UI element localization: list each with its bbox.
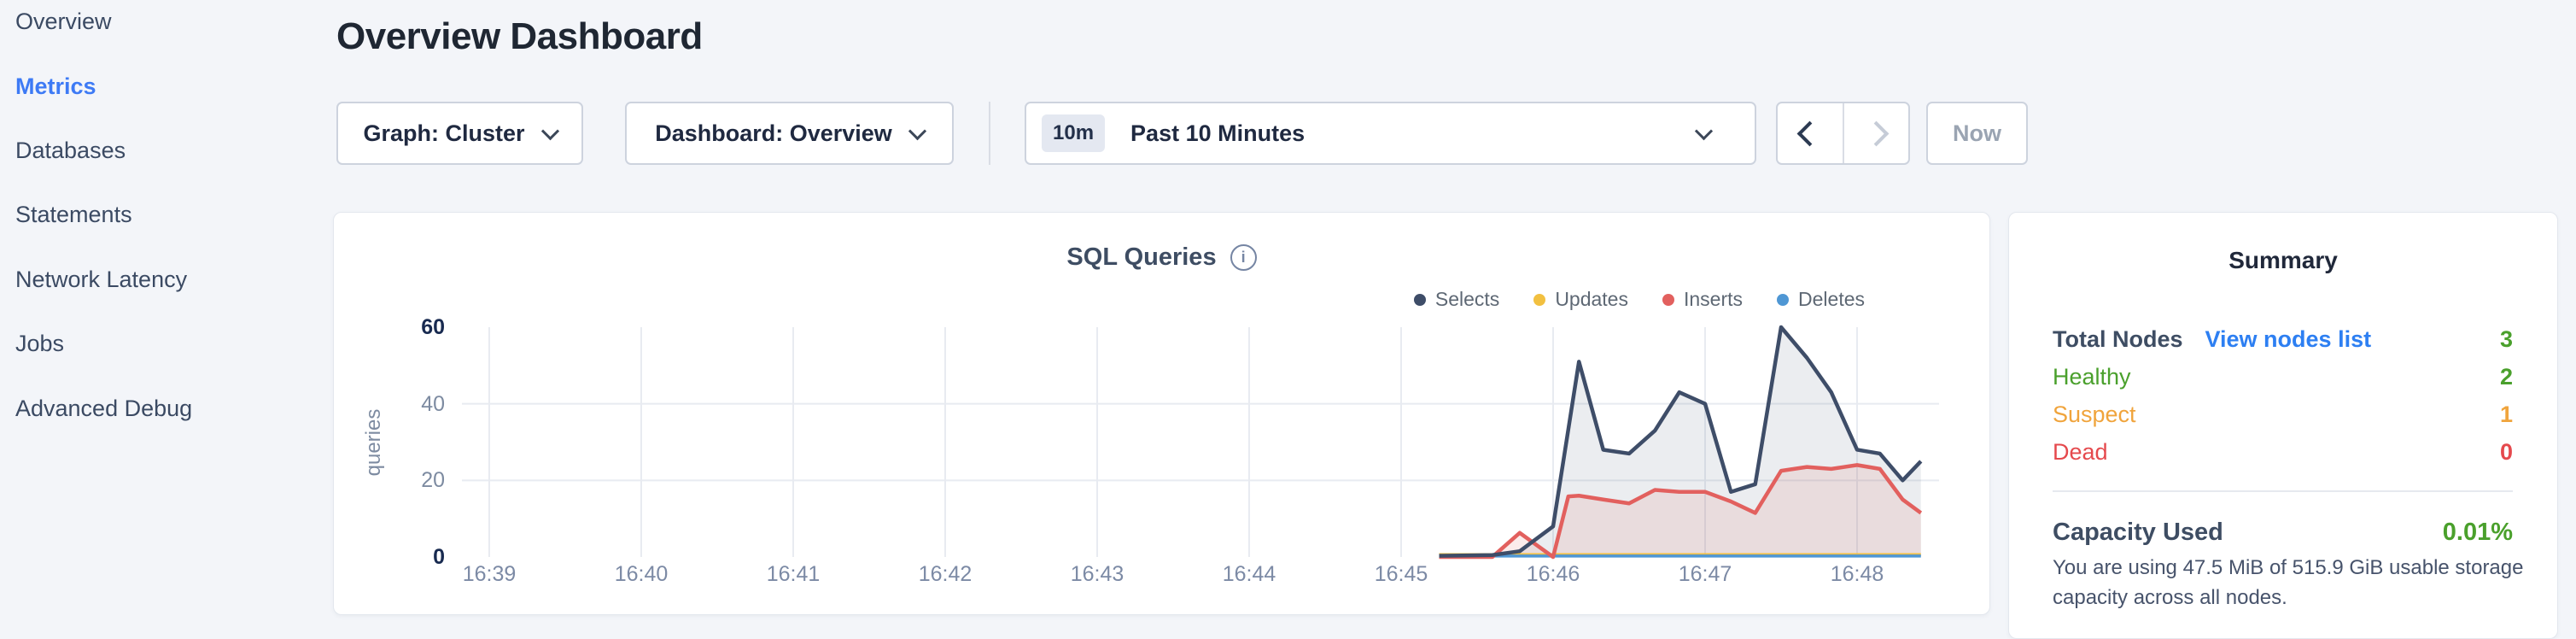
x-axis-tick-label: 16:48	[1830, 562, 1884, 586]
x-axis-tick-label: 16:39	[462, 562, 517, 586]
chevron-down-icon	[540, 121, 559, 140]
legend-label: Deletes	[1798, 288, 1865, 310]
chart-title-row: SQL Queries i	[334, 243, 1989, 272]
summary-panel: Summary Total Nodes View nodes list 3 Healt…	[2008, 212, 2558, 639]
y-axis-tick-label: 20	[421, 468, 445, 493]
chevron-down-icon	[908, 121, 926, 140]
series-line-selects	[1439, 325, 1923, 558]
summary-row-label: Healthy	[2053, 363, 2131, 390]
x-axis-tick-label: 16:40	[614, 562, 669, 586]
chart-title: SQL Queries	[1066, 243, 1217, 271]
sidebar-item-overview[interactable]: Overview	[15, 9, 112, 35]
x-axis-tick-label: 16:42	[918, 562, 973, 586]
summary-row-label: Dead	[2053, 438, 2108, 465]
legend-item-selects: Selects	[1413, 288, 1500, 311]
summary-row-value: 3	[2499, 325, 2513, 352]
capacity-used-label: Capacity Used	[2053, 518, 2223, 546]
time-range-label: Past 10 Minutes	[1130, 120, 1306, 146]
chevron-left-icon	[1796, 120, 1823, 146]
y-axis-tick-label: 0	[433, 545, 445, 569]
sidebar-item-statements[interactable]: Statements	[15, 202, 132, 228]
sidebar-item-databases[interactable]: Databases	[15, 137, 126, 163]
time-step-buttons	[1776, 102, 1910, 165]
x-axis-tick-label: 16:44	[1222, 562, 1276, 586]
summary-row-label: Suspect	[2053, 401, 2136, 427]
page-title: Overview Dashboard	[336, 15, 703, 57]
chart-legend: Selects Updates Inserts Deletes	[1413, 288, 1865, 311]
x-axis-tick-label: 16:45	[1374, 562, 1428, 586]
next-timeframe-button[interactable]	[1844, 103, 1909, 163]
sidebar: Overview Metrics Databases Statements Networ…	[0, 0, 333, 624]
x-axis-tick-label: 16:46	[1526, 562, 1580, 586]
sidebar-item-advanced-debug[interactable]: Advanced Debug	[15, 395, 193, 421]
x-axis-tick-label: 16:43	[1070, 562, 1124, 586]
summary-rows: Total Nodes View nodes list 3 Healthy 2 Suspe…	[2053, 320, 2513, 471]
chevron-down-icon	[1694, 121, 1714, 140]
series-line-inserts	[1439, 463, 1923, 560]
sidebar-item-network-latency[interactable]: Network Latency	[15, 266, 188, 292]
summary-row-suspect: Suspect 1	[2053, 396, 2513, 433]
x-axis-tick-label: 16:47	[1678, 562, 1732, 586]
legend-dot-icon	[1413, 293, 1426, 306]
dashboard-dropdown-label: Dashboard: Overview	[655, 120, 892, 146]
summary-title: Summary	[2228, 247, 2338, 273]
time-range-dropdown[interactable]: 10m Past 10 Minutes	[1025, 102, 1756, 165]
legend-item-updates: Updates	[1533, 288, 1628, 311]
capacity-used-row: Capacity Used 0.01%	[2053, 513, 2513, 551]
summary-row-label: Total Nodes	[2053, 325, 2183, 352]
summary-row-value: 2	[2499, 363, 2513, 390]
legend-item-deletes: Deletes	[1777, 288, 1865, 311]
legend-dot-icon	[1777, 293, 1790, 306]
summary-row-value: 0	[2499, 438, 2513, 465]
legend-dot-icon	[1662, 293, 1674, 306]
info-icon[interactable]: i	[1230, 244, 1257, 271]
legend-label: Inserts	[1683, 288, 1744, 310]
sidebar-item-metrics[interactable]: Metrics	[15, 73, 96, 99]
previous-timeframe-button[interactable]	[1778, 103, 1843, 163]
legend-dot-icon	[1533, 293, 1546, 306]
legend-item-inserts: Inserts	[1662, 288, 1743, 311]
toolbar-divider	[989, 102, 990, 165]
x-axis-tick-label: 16:41	[766, 562, 821, 586]
y-axis-tick-label: 40	[421, 391, 445, 416]
dashboard-dropdown[interactable]: Dashboard: Overview	[625, 102, 954, 165]
time-range-badge: 10m	[1042, 114, 1106, 152]
summary-row-dead: Dead 0	[2053, 433, 2513, 471]
sidebar-item-jobs[interactable]: Jobs	[15, 331, 65, 357]
legend-label: Selects	[1434, 288, 1500, 310]
summary-row-total-nodes: Total Nodes View nodes list 3	[2053, 320, 2513, 358]
now-button[interactable]: Now	[1926, 102, 2028, 165]
chart-svg	[462, 325, 1939, 560]
button-group-divider	[1842, 103, 1844, 163]
legend-label: Updates	[1555, 288, 1628, 310]
y-axis-tick-label: 60	[421, 315, 445, 339]
summary-row-value: 1	[2499, 401, 2513, 427]
capacity-used-value: 0.01%	[2442, 518, 2513, 546]
view-nodes-list-link[interactable]: View nodes list	[2205, 325, 2372, 352]
sql-queries-chart-card: SQL Queries i Selects Updates Inserts Delet…	[333, 212, 1990, 615]
summary-row-healthy: Healthy 2	[2053, 358, 2513, 396]
graph-dropdown-label: Graph: Cluster	[363, 120, 525, 146]
graph-dropdown[interactable]: Graph: Cluster	[336, 102, 583, 165]
summary-divider	[2053, 490, 2513, 492]
chevron-right-icon	[1863, 120, 1890, 146]
capacity-description: You are using 47.5 MiB of 515.9 GiB usab…	[2053, 556, 2524, 609]
